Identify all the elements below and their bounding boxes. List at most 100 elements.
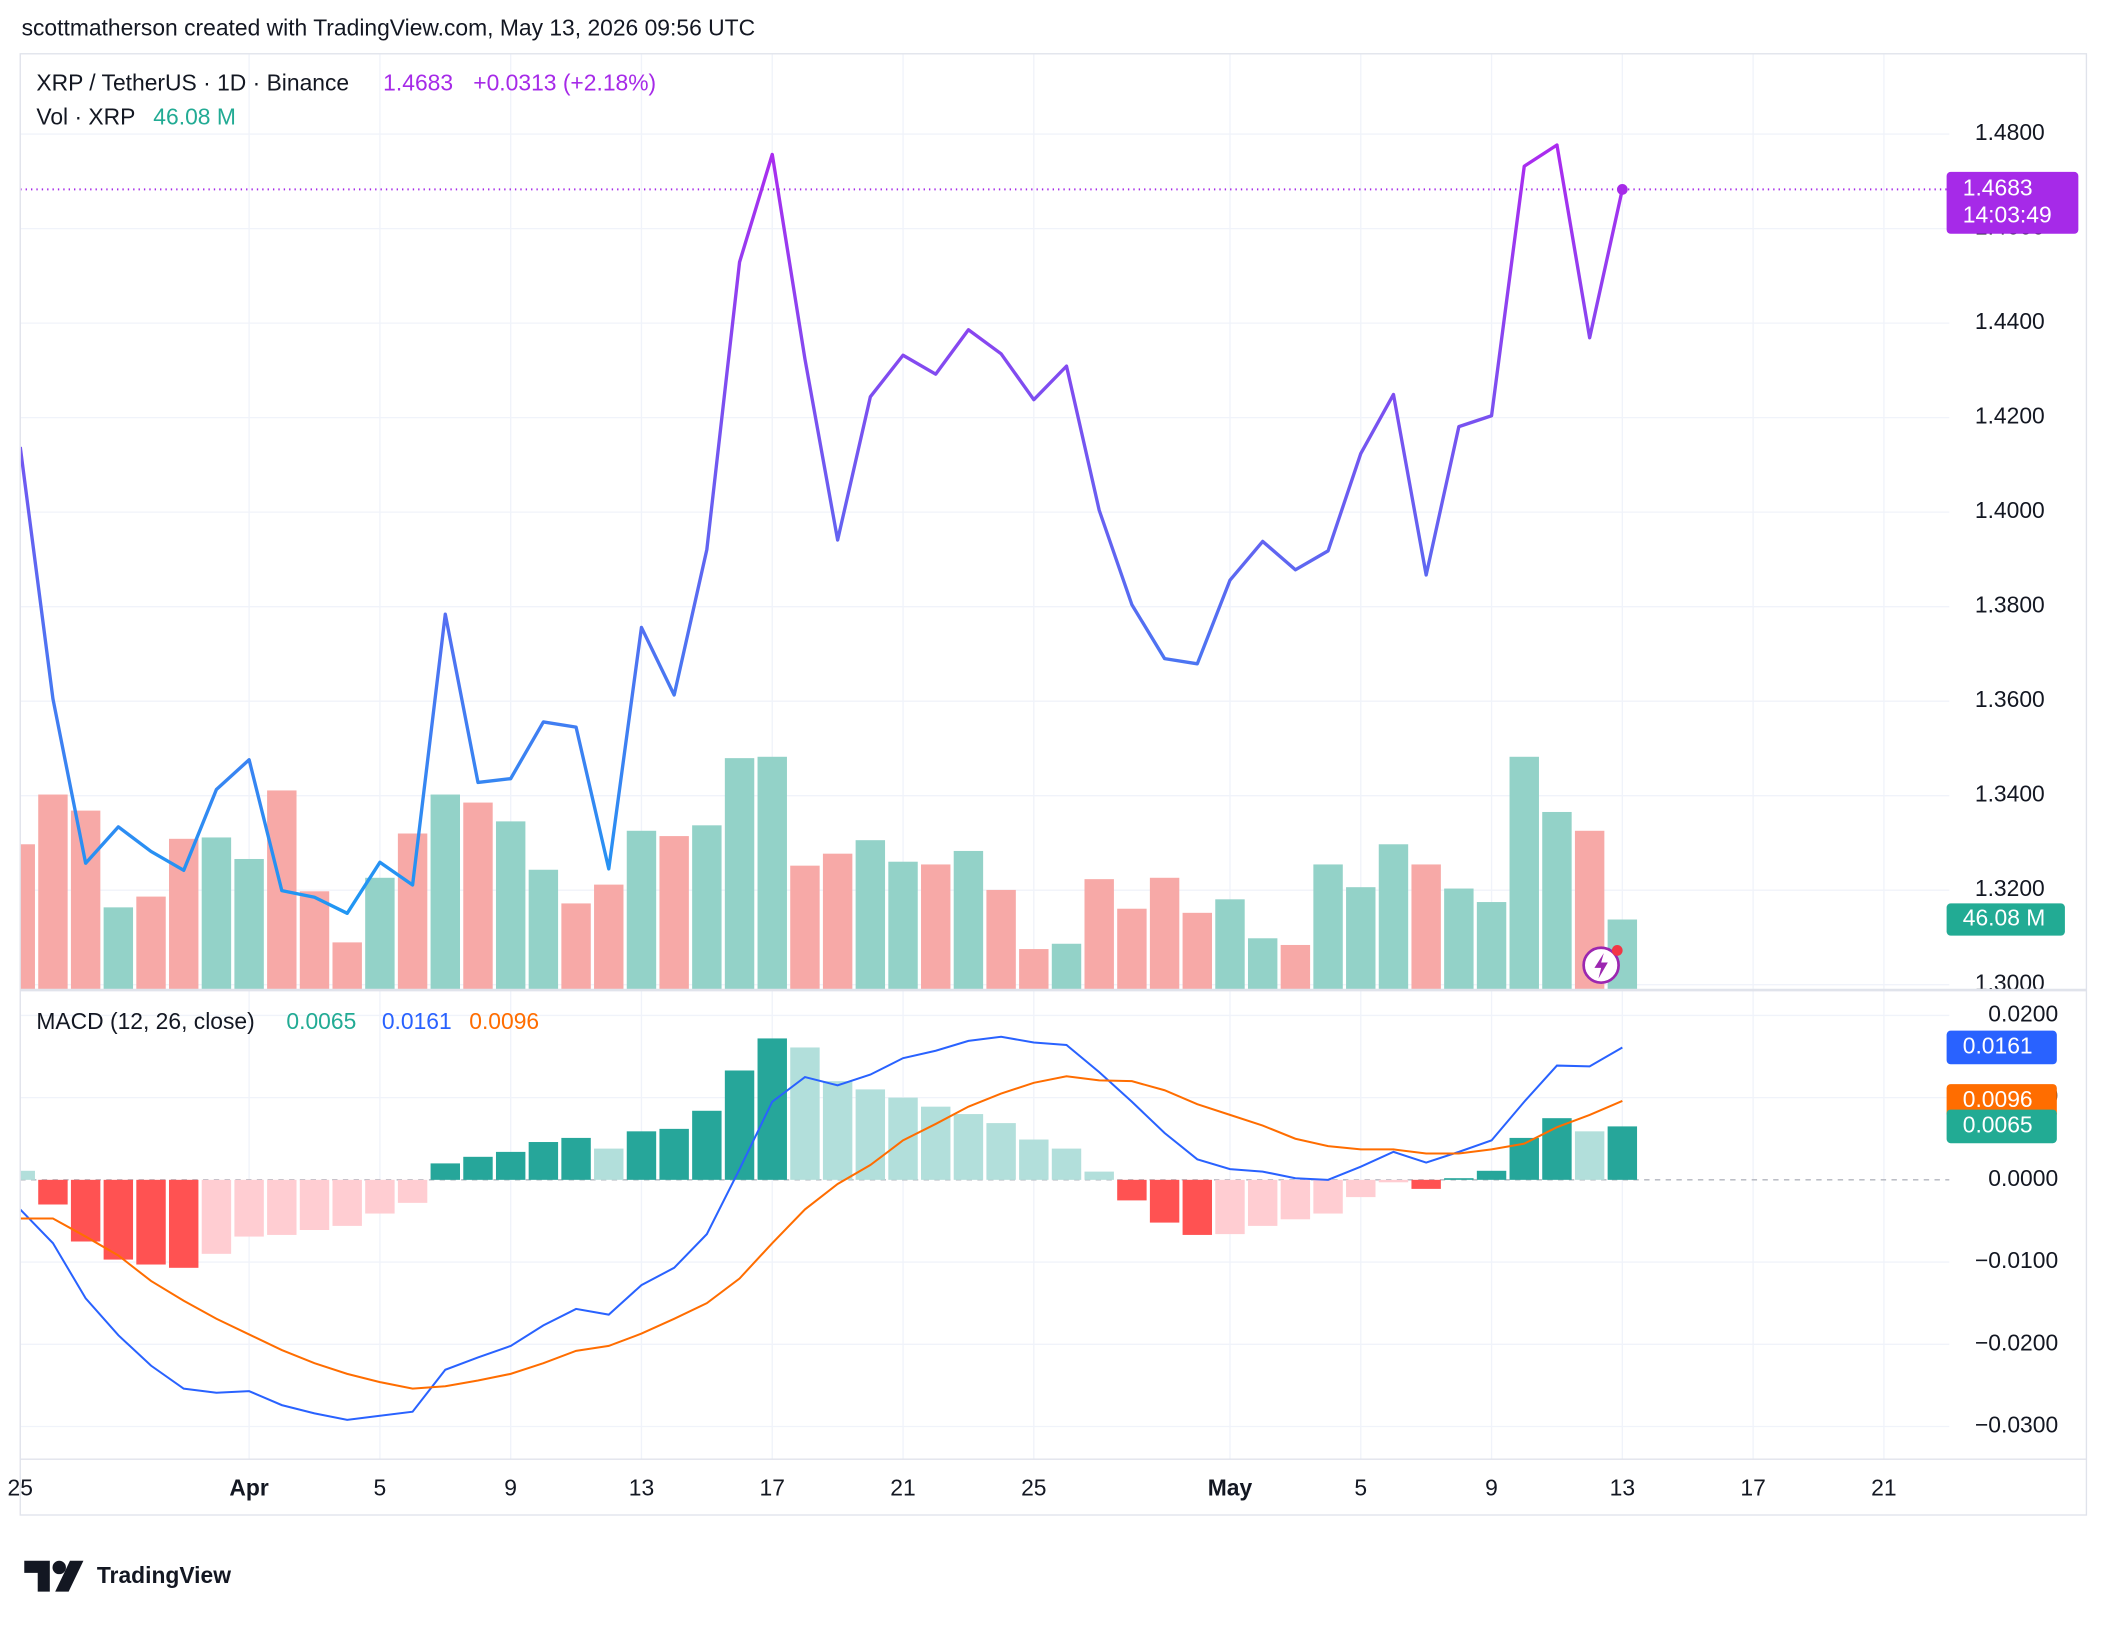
logo: TradingView [24, 1560, 231, 1592]
volume-bar [986, 889, 1016, 990]
macd-hist-value: 0.0065 [286, 1008, 356, 1034]
macd-histogram-bar [103, 1179, 134, 1260]
macd-histogram-bar [1247, 1179, 1278, 1226]
x-tick-label: 25 [1021, 1475, 1046, 1501]
last-price-dot [1616, 184, 1628, 195]
volume-bar [1182, 912, 1213, 990]
volume-bar [299, 891, 330, 990]
volume-bar [201, 837, 232, 990]
macd-line-badge-bg [1946, 1030, 2057, 1065]
x-tick-label: 5 [374, 1475, 387, 1501]
volume-bar [1346, 887, 1376, 990]
macd-histogram-bar [757, 1038, 787, 1180]
x-tick-label: 17 [1740, 1475, 1765, 1501]
macd-histogram-bar [136, 1179, 166, 1265]
macd-histogram-bar [1019, 1139, 1049, 1180]
x-tick-label: May [1208, 1475, 1253, 1501]
volume-bar [659, 836, 689, 990]
macd-histogram-bar [495, 1151, 526, 1180]
macd-histogram-bar [790, 1047, 820, 1180]
volume-bar [1542, 811, 1572, 990]
y-tick-label: 1.4800 [1975, 119, 2045, 145]
volume-bar [1051, 943, 1082, 990]
volume-title: Vol · XRP [36, 103, 135, 129]
macd-histogram-bar [1051, 1148, 1082, 1180]
volume-bar [757, 756, 787, 990]
signal-badge-bg [1946, 1084, 2057, 1118]
macd-histogram-bar [1313, 1179, 1343, 1214]
y-tick-label: 1.4000 [1975, 497, 2045, 523]
volume-bar [1149, 877, 1180, 990]
volume-badge: 46.08 M [1963, 905, 2046, 931]
x-tick-label: Apr [229, 1475, 268, 1501]
y-tick-label: 1.3600 [1975, 686, 2045, 712]
volume-bar [38, 794, 68, 990]
macd-histogram-bar [1411, 1179, 1441, 1189]
volume-value: 46.08 M [153, 103, 236, 129]
macd-histogram-bar [38, 1179, 68, 1205]
macd-histogram-bar [201, 1179, 232, 1254]
volume-bar [365, 877, 395, 990]
macd-tick-label: −0.0300 [1975, 1412, 2058, 1438]
macd-histogram-bar [234, 1179, 264, 1237]
macd-histogram-bar [561, 1137, 591, 1180]
y-tick-label: 1.3000 [1975, 970, 2045, 996]
macd-histogram-bar [1280, 1179, 1311, 1220]
price-pane [20, 143, 1950, 990]
volume-bar [1117, 908, 1147, 990]
volume-bar [70, 810, 101, 990]
volume-bar [169, 838, 199, 990]
macd-histogram-bar [397, 1179, 428, 1203]
y-tick-label: 1.3200 [1975, 875, 2045, 901]
volume-bar [594, 884, 624, 990]
volume-bar [463, 802, 493, 990]
volume-bar [136, 896, 166, 990]
macd-histogram-bar [1182, 1179, 1213, 1235]
macd-histogram-bar [953, 1114, 984, 1180]
volume-bar [692, 825, 722, 990]
macd-tick-label: −0.0100 [1975, 1247, 2058, 1273]
volume-bar [1313, 864, 1343, 990]
price-line [20, 143, 1624, 915]
y-tick-label: 1.4400 [1975, 308, 2045, 334]
grid-layer [19, 53, 1950, 1459]
y-tick-label: 1.4200 [1975, 403, 2045, 429]
volume-bar [20, 844, 35, 990]
price-change: +0.0313 (+2.18%) [473, 70, 656, 96]
volume-bar [1019, 949, 1049, 990]
macd-histogram-bar [1476, 1170, 1507, 1180]
time-axis: 25 Apr 5 9 13 17 21 25 May 5 9 13 17 21 [8, 1475, 1897, 1501]
volume-bar [561, 903, 591, 990]
volume-bar [332, 942, 362, 990]
macd-histogram-bar [626, 1131, 657, 1180]
signal-line [20, 1075, 1623, 1390]
macd-histogram-bar [169, 1179, 199, 1268]
macd-histogram-bar [1215, 1179, 1245, 1235]
volume-bar [397, 833, 428, 990]
macd-histogram-bar [20, 1170, 35, 1180]
x-tick-label: 5 [1354, 1475, 1367, 1501]
macd-line [20, 1035, 1623, 1421]
alert-icon[interactable] [1582, 945, 1623, 985]
header-credit: scottmatherson created with TradingView.… [22, 15, 756, 41]
logo-text: TradingView [97, 1562, 231, 1588]
x-tick-label: 17 [760, 1475, 785, 1501]
volume-bar [495, 821, 526, 990]
macd-histogram-bar [1542, 1118, 1572, 1180]
volume-bar [1476, 902, 1507, 990]
macd-histogram-bar [332, 1179, 362, 1226]
macd-histogram-bar [692, 1110, 722, 1180]
volume-bar [103, 907, 134, 990]
x-tick-label: 21 [1871, 1475, 1896, 1501]
volume-bar [1215, 899, 1245, 990]
macd-histogram-bar [299, 1179, 330, 1230]
macd-histogram-bar [594, 1148, 624, 1180]
x-tick-label: 9 [504, 1475, 517, 1501]
macd-histogram-bar [724, 1070, 755, 1180]
macd-histogram-bar [659, 1128, 689, 1180]
macd-histogram-bar [1378, 1179, 1409, 1183]
